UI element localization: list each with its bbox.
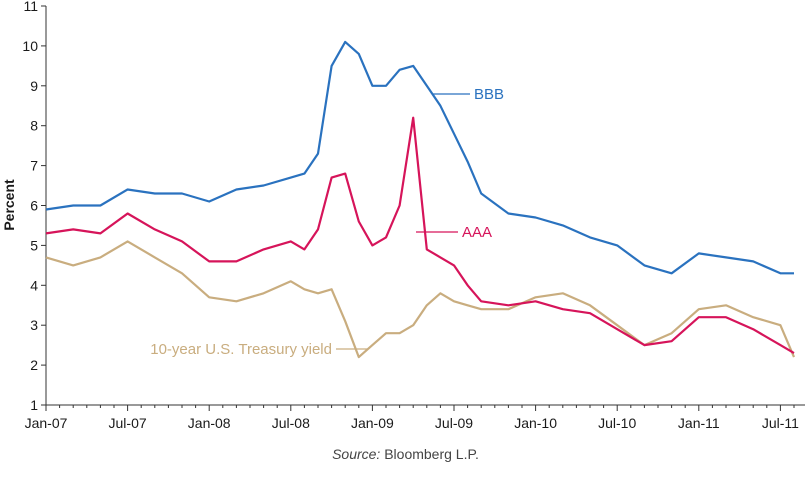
x-tick-label: Jan-09 — [351, 415, 394, 431]
chart-axes: 1 2 3 4 5 6 7 8 9 10 11 Jan-07 Jul-07 Jan-08 Jul-08 Jan… — [22, 0, 805, 431]
x-tick-label: Jan-07 — [25, 415, 68, 431]
y-tick-label: 7 — [30, 158, 38, 174]
x-tick-label: Jul-08 — [272, 415, 310, 431]
source-note: Source: Bloomberg L.P. — [0, 446, 811, 462]
y-tick-label: 1 — [30, 397, 38, 413]
x-tick-label: Jul-09 — [435, 415, 473, 431]
series-line-aaa — [45, 116, 795, 355]
x-tick-label: Jul-11 — [762, 415, 799, 431]
x-tick-label: Jul-07 — [109, 415, 147, 431]
source-prefix: Source: — [332, 446, 381, 462]
series-line-bbb — [45, 40, 794, 275]
series-label: AAA — [462, 224, 492, 241]
y-axis-title: Percent — [1, 179, 17, 231]
x-tick-label: Jan-08 — [188, 415, 231, 431]
y-tick-label: 11 — [23, 0, 38, 14]
y-tick-label: 10 — [22, 38, 38, 54]
y-tick-label: 6 — [30, 198, 38, 214]
series-label: 10-year U.S. Treasury yield — [150, 341, 332, 358]
series-labels: BBB AAA 10-year U.S. Treasury yield — [150, 86, 504, 358]
series-label: BBB — [474, 86, 504, 103]
y-tick-label: 2 — [30, 357, 38, 373]
y-tick-label: 4 — [30, 277, 38, 293]
y-tick-label: 9 — [30, 78, 38, 94]
y-tick-label: 3 — [30, 317, 38, 333]
series-line-10-year-u-s-treasury-yield — [45, 240, 796, 359]
x-tick-label: Jan-10 — [514, 415, 557, 431]
source-text: Bloomberg L.P. — [380, 446, 479, 462]
y-tick-label: 8 — [30, 118, 38, 134]
x-tick-label: Jan-11 — [678, 415, 720, 431]
chart-series — [45, 40, 796, 359]
y-tick-label: 5 — [30, 237, 38, 253]
x-tick-label: Jul-10 — [598, 415, 636, 431]
